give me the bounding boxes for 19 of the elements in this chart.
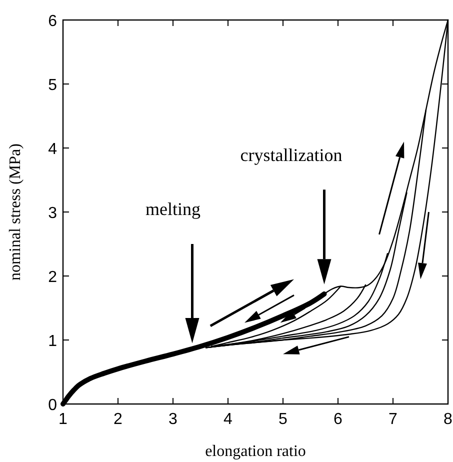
x-tick-label: 7 [388, 411, 398, 428]
y-tick-label: 5 [48, 77, 58, 94]
x-tick-label: 3 [168, 411, 178, 428]
y-tick-label: 4 [48, 141, 58, 158]
y-tick-label: 3 [48, 205, 58, 222]
x-axis-title: elongation ratio [205, 443, 306, 460]
y-axis-title: nominal stress (MPa) [7, 144, 24, 280]
y-tick-label: 0 [48, 397, 58, 414]
annotation: crystallization [240, 144, 342, 165]
x-tick-label: 1 [58, 411, 68, 428]
y-tick-label: 1 [48, 333, 58, 350]
y-tick-label: 2 [48, 269, 58, 286]
x-tick-label: 2 [114, 411, 123, 428]
x-tick-label: 6 [334, 411, 343, 428]
x-tick-label: 8 [444, 411, 453, 428]
annotation: melting [146, 199, 200, 220]
x-tick-label: 4 [224, 411, 233, 428]
x-tick-label: 5 [278, 411, 288, 428]
y-tick-label: 6 [48, 13, 58, 30]
